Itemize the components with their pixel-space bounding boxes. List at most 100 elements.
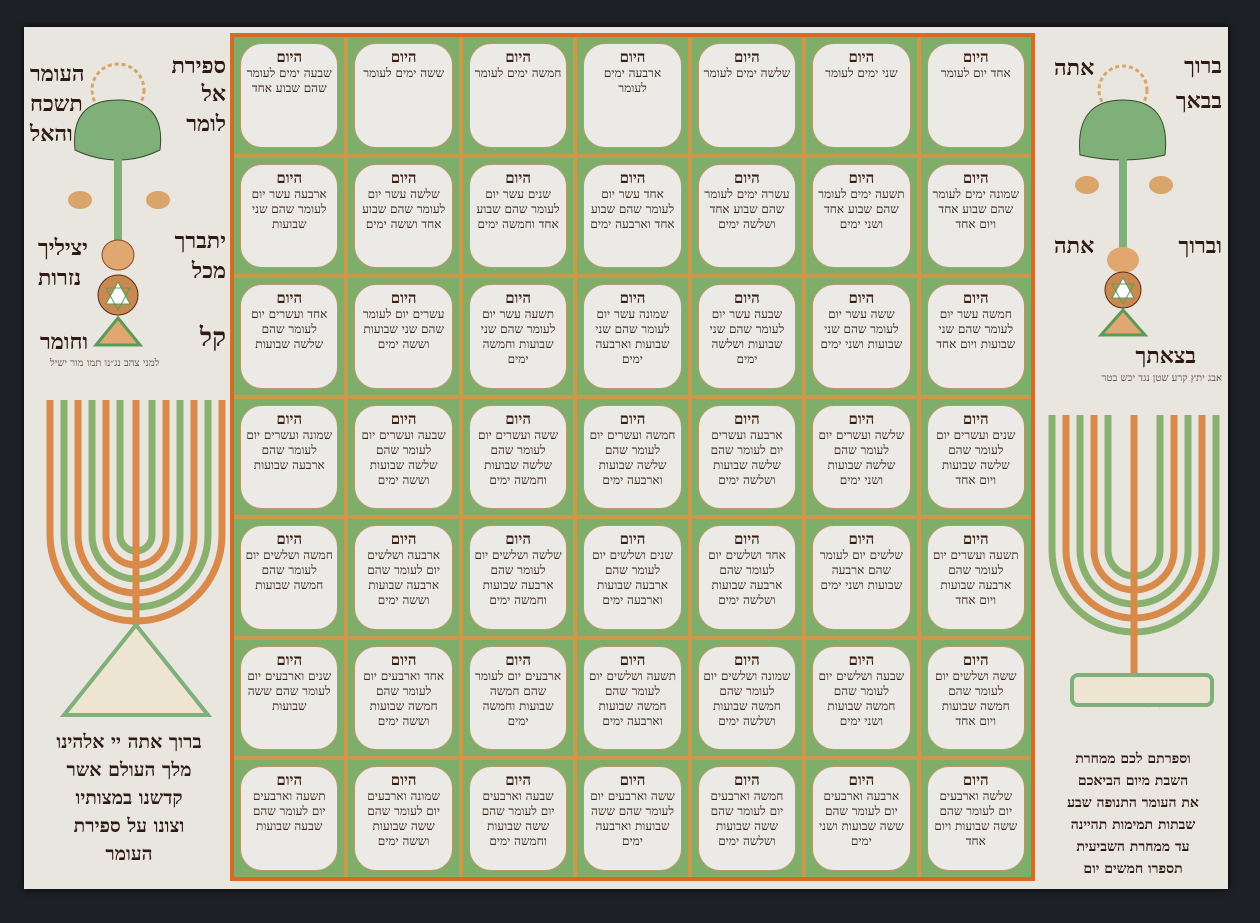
day-count-text: תשעה ועשרים יום לעומר שהם ארבעה שבועות ו… — [932, 548, 1019, 608]
omer-day-cell: היום שבעה ועשרים יום לעומר שהם שלשה שבועו… — [348, 398, 459, 516]
day-count-text: שמונה ועשרים יום לעומר שהם ארבעה שבועות — [246, 427, 333, 472]
blessing-line: וצונו על ספירת — [73, 815, 185, 837]
omer-day-cell: היום ששה ימים לעומר — [348, 37, 459, 154]
omer-day-cell: היום שמונה ימים לעומר שהם שבוע אחד ויום א… — [920, 157, 1031, 275]
omer-day-frame: היום שנים ושלשים יום לעומר שהם ארבעה שבוע… — [583, 525, 682, 630]
day-heading: היום — [390, 289, 417, 308]
omer-day-cell: היום אחד וארבעים יום לעומר שהם חמשה שבועו… — [348, 639, 459, 757]
word: ספירת — [171, 53, 226, 79]
day-heading: היום — [276, 530, 303, 549]
day-count-text: שלשה ושלשים יום לעומר שהם ארבעה שבועות ו… — [474, 548, 562, 608]
omer-day-frame: היום תשעה ימים לעומר שהם שבוע אחד ושני ימ… — [812, 163, 911, 269]
day-count-text: ארבעים יום לעומר שהם חמשה שבועות וחמשה י… — [475, 668, 562, 728]
day-heading: היום — [962, 650, 989, 669]
day-heading: היום — [276, 409, 303, 428]
day-heading: היום — [619, 289, 646, 308]
omer-day-frame: היום שלשה עשר יום לעומר שהם שבוע אחד וששה… — [354, 163, 453, 269]
omer-day-cell: היום עשרה ימים לעומר שהם שבוע אחד ושלשה י… — [691, 157, 803, 275]
omer-day-frame: היום ארבעה ושלשים יום לעומר שהם ארבעה שבו… — [354, 525, 453, 630]
omer-day-frame: היום ארבעה וארבעים יום לעומר שהם ששה שבוע… — [812, 766, 911, 871]
omer-day-cell: היום תשעה ועשרים יום לעומר שהם ארבעה שבוע… — [920, 519, 1031, 636]
omer-day-cell: היום ששה וארבעים יום לעומר שהם ששה שבועות… — [577, 760, 688, 877]
omer-day-frame: היום שמונה ימים לעומר שהם שבוע אחד ויום א… — [926, 163, 1025, 269]
omer-day-frame: היום ששה ימים לעומר — [354, 43, 453, 148]
day-heading: היום — [619, 168, 646, 187]
day-heading: היום — [505, 409, 531, 428]
day-count-text: חמשה ימים לעומר — [474, 66, 562, 80]
omer-day-cell: היום שנים ועשרים יום לעומר שהם שלשה שבועו… — [920, 398, 1031, 516]
day-count-text: שמונה ושלשים יום לעומר שהם חמשה שבועות ו… — [703, 668, 791, 728]
word: וברוך — [1178, 233, 1222, 259]
omer-day-cell: היום חמשה ושלשים יום לעומר שהם חמשה שבועו… — [234, 519, 345, 636]
omer-day-frame: היום שבעה וארבעים יום לעומר שהם ששה שבועו… — [468, 766, 568, 871]
verse: וספרתם לכם ממחרת השבת מיום הביאכם את העו… — [1040, 748, 1226, 880]
word: לומר — [186, 111, 226, 137]
omer-day-frame: היום שלשה וארבעים יום לעומר שהם ששה שבועו… — [926, 766, 1025, 871]
verse-line: עד ממחרת השביעית — [1076, 839, 1190, 855]
omer-day-cell: היום תשעה ימים לעומר שהם שבוע אחד ושני ימ… — [806, 157, 917, 275]
verse-line: השבת מיום הביאכם — [1077, 773, 1189, 789]
day-heading: היום — [734, 168, 760, 187]
omer-day-cell: היום חמשה ועשרים יום לעומר שהם שלשה שבועו… — [577, 398, 688, 516]
menorah-icon — [46, 400, 226, 717]
day-heading: היום — [848, 48, 875, 66]
omer-day-frame: היום ששה ושלשים יום לעומר שהם חמשה שבועות… — [926, 645, 1025, 751]
word: תשכח — [30, 91, 83, 117]
day-heading: היום — [276, 289, 303, 308]
day-heading: היום — [619, 771, 646, 790]
day-count-text: חמשה וארבעים יום לעומר שהם ששה שבועות וש… — [710, 789, 784, 849]
omer-day-frame: היום תשעה וארבעים יום לעומר שהם שבעה שבוע… — [240, 766, 339, 871]
omer-day-frame: היום אחד ושלשים יום לעומר שהם ארבעה שבועו… — [697, 525, 797, 630]
day-heading: היום — [390, 48, 417, 66]
verse-line: את העומר התנופה שבע — [1067, 795, 1199, 811]
word: אל — [201, 81, 226, 107]
omer-day-frame: היום שמונה וארבעים יום לעומר שהם ששה שבוע… — [354, 766, 453, 871]
word: בצאתך — [1135, 343, 1196, 369]
omer-day-frame: היום ארבעה ימים לעומר — [583, 43, 682, 148]
day-count-text: חמשה ועשרים יום לעומר שהם שלשה שבועות וא… — [589, 427, 676, 487]
omer-day-frame: היום חמשה ושלשים יום לעומר שהם חמשה שבועו… — [240, 525, 339, 630]
day-heading: היום — [848, 530, 875, 549]
day-count-text: אחד עשר יום לעומר שהם שבוע אחד וארבעה ימ… — [590, 186, 675, 231]
blessing-line: קדשנו במצותיו — [75, 787, 183, 809]
day-heading: היום — [505, 48, 531, 66]
day-count-text: שמונה וארבעים יום לעומר שהם ששה שבועות ו… — [367, 789, 440, 849]
omer-day-cell: היום שמונה ושלשים יום לעומר שהם חמשה שבוע… — [691, 639, 803, 757]
omer-day-frame: היום שנים ועשרים יום לעומר שהם שלשה שבועו… — [926, 404, 1025, 510]
omer-day-cell: היום תשעה ושלשים יום לעומר שהם חמשה שבועו… — [577, 639, 688, 757]
day-count-text: ארבעה וארבעים יום לעומר שהם ששה שבועות ו… — [819, 789, 904, 849]
day-count-text: שנים וארבעים יום לעומר שהם ששה שבועות — [247, 668, 332, 713]
omer-day-frame: היום שבעה עשר יום לעומר שהם שני שבועות וש… — [697, 284, 797, 389]
day-count-text: שלשה ועשרים יום לעומר שהם שלשה שבועות וש… — [818, 427, 905, 487]
day-heading: היום — [390, 168, 417, 187]
day-heading: היום — [505, 530, 531, 549]
verse-line: תספרו חמשים יום — [1083, 861, 1183, 877]
day-heading: היום — [390, 771, 417, 790]
day-count-text: שבעה וארבעים יום לעומר שהם ששה שבועות וח… — [481, 789, 555, 849]
day-count-text: שלשים יום לעומר שהם ארבעה שבועות ושני ימ… — [819, 548, 903, 593]
day-heading: היום — [390, 530, 417, 549]
day-count-text: אחד וארבעים יום לעומר שהם חמשה שבועות וש… — [363, 668, 445, 728]
omer-day-frame: היום שלשים יום לעומר שהם ארבעה שבועות ושנ… — [812, 525, 911, 630]
day-heading: היום — [734, 409, 760, 428]
day-heading: היום — [619, 409, 646, 428]
omer-day-frame: היום אחד ועשרים יום לעומר שהם שלשה שבועות — [240, 284, 339, 389]
day-heading: היום — [734, 530, 760, 549]
omer-day-cell: היום שנים ושלשים יום לעומר שהם ארבעה שבוע… — [577, 519, 688, 636]
day-count-text: חמשה עשר יום לעומר שהם שני שבועות ויום א… — [936, 307, 1016, 352]
day-heading: היום — [962, 530, 989, 549]
day-count-text: ששה ימים לעומר — [363, 66, 445, 80]
omer-day-cell: היום עשרים יום לעומר שהם שני שבועות וששה … — [348, 278, 459, 395]
omer-day-frame: היום שבעה ועשרים יום לעומר שהם שלשה שבועו… — [354, 404, 453, 510]
omer-day-cell: היום ששה ועשרים יום לעומר שהם שלשה שבועות… — [462, 398, 574, 516]
omer-day-frame: היום ארבעה עשר יום לעומר שהם שני שבועות — [240, 163, 339, 269]
blessing-line: העומר — [105, 843, 153, 865]
day-heading: היום — [962, 168, 989, 187]
word: אתה — [1054, 55, 1095, 81]
omer-day-frame: היום אחד עשר יום לעומר שהם שבוע אחד וארבע… — [583, 163, 682, 269]
day-count-text: אחד ושלשים יום לעומר שהם ארבעה שבועות וש… — [708, 548, 786, 608]
omer-day-frame: היום שמונה עשר יום לעומר שהם שני שבועות ו… — [583, 284, 682, 389]
day-heading: היום — [962, 771, 989, 790]
omer-day-cell: היום שנים וארבעים יום לעומר שהם ששה שבועו… — [234, 639, 345, 757]
omer-day-cell: היום שלשים יום לעומר שהם ארבעה שבועות ושנ… — [806, 519, 917, 636]
